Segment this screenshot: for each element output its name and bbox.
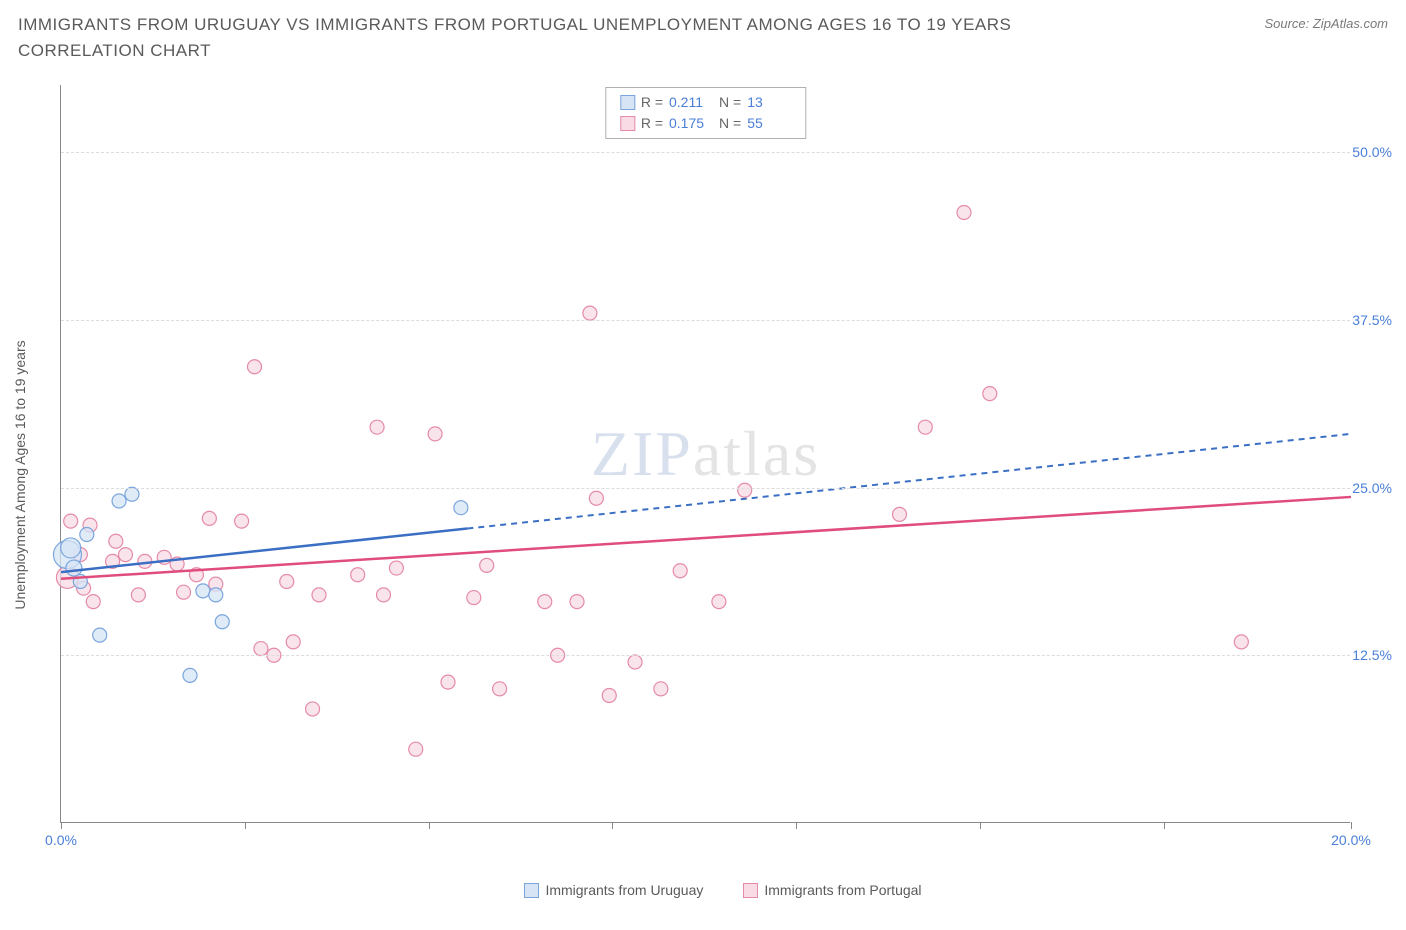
data-point — [93, 628, 107, 642]
data-point — [441, 675, 455, 689]
series-legend: Immigrants from Uruguay Immigrants from … — [58, 882, 1388, 898]
x-tick-label: 0.0% — [45, 832, 77, 848]
swatch-uruguay — [620, 95, 635, 110]
data-point — [64, 514, 78, 528]
data-point — [389, 561, 403, 575]
data-point — [377, 588, 391, 602]
chart-title: IMMIGRANTS FROM URUGUAY VS IMMIGRANTS FR… — [18, 12, 1138, 63]
data-point — [583, 306, 597, 320]
x-tick — [429, 822, 430, 829]
data-point — [215, 615, 229, 629]
x-tick — [61, 822, 62, 829]
data-point — [602, 689, 616, 703]
trend-line — [61, 497, 1351, 579]
x-tick — [245, 822, 246, 829]
y-tick-label: 25.0% — [1352, 480, 1392, 496]
data-point — [177, 585, 191, 599]
chart-area: Unemployment Among Ages 16 to 19 years Z… — [58, 80, 1388, 870]
y-tick-label: 12.5% — [1352, 647, 1392, 663]
n-value-portugal: 55 — [747, 113, 791, 134]
y-axis-label: Unemployment Among Ages 16 to 19 years — [12, 340, 28, 609]
data-point — [570, 595, 584, 609]
x-tick — [612, 822, 613, 829]
data-point — [248, 360, 262, 374]
plot-region: ZIPatlas R = 0.211 N = 13 R = 0.175 N = … — [60, 85, 1350, 823]
data-point — [196, 584, 210, 598]
data-point — [202, 511, 216, 525]
data-point — [235, 514, 249, 528]
y-tick-label: 50.0% — [1352, 144, 1392, 160]
r-label: R = — [641, 113, 663, 134]
stats-row-portugal: R = 0.175 N = 55 — [620, 113, 791, 134]
data-point — [66, 560, 82, 576]
data-point — [351, 568, 365, 582]
data-point — [957, 205, 971, 219]
r-value-portugal: 0.175 — [669, 113, 713, 134]
data-point — [493, 682, 507, 696]
data-point — [538, 595, 552, 609]
r-value-uruguay: 0.211 — [669, 92, 713, 113]
n-label: N = — [719, 92, 741, 113]
data-point — [738, 483, 752, 497]
legend-label-uruguay: Immigrants from Uruguay — [545, 882, 703, 898]
header: IMMIGRANTS FROM URUGUAY VS IMMIGRANTS FR… — [0, 0, 1406, 63]
data-point — [893, 507, 907, 521]
x-tick — [1164, 822, 1165, 829]
data-point — [183, 668, 197, 682]
data-point — [428, 427, 442, 441]
data-point — [712, 595, 726, 609]
stats-legend: R = 0.211 N = 13 R = 0.175 N = 55 — [605, 87, 806, 139]
data-point — [254, 642, 268, 656]
data-point — [983, 387, 997, 401]
data-point — [673, 564, 687, 578]
data-point — [112, 494, 126, 508]
data-point — [286, 635, 300, 649]
legend-label-portugal: Immigrants from Portugal — [764, 882, 921, 898]
gridline — [61, 488, 1350, 489]
gridline — [61, 320, 1350, 321]
swatch-uruguay — [524, 883, 539, 898]
data-point — [628, 655, 642, 669]
data-point — [480, 558, 494, 572]
data-point — [80, 528, 94, 542]
x-tick — [1351, 822, 1352, 829]
data-point — [109, 534, 123, 548]
data-point — [370, 420, 384, 434]
data-point — [280, 574, 294, 588]
data-point — [409, 742, 423, 756]
legend-item-portugal: Immigrants from Portugal — [743, 882, 921, 898]
n-label: N = — [719, 113, 741, 134]
data-point — [131, 588, 145, 602]
x-tick-label: 20.0% — [1331, 832, 1371, 848]
data-point — [654, 682, 668, 696]
data-point — [119, 548, 133, 562]
source-label: Source: ZipAtlas.com — [1264, 12, 1388, 31]
data-point — [454, 501, 468, 515]
data-point — [306, 702, 320, 716]
stats-row-uruguay: R = 0.211 N = 13 — [620, 92, 791, 113]
trend-line-dashed — [467, 434, 1351, 529]
swatch-portugal — [743, 883, 758, 898]
gridline — [61, 655, 1350, 656]
swatch-portugal — [620, 116, 635, 131]
n-value-uruguay: 13 — [747, 92, 791, 113]
data-point — [1234, 635, 1248, 649]
x-tick — [980, 822, 981, 829]
r-label: R = — [641, 92, 663, 113]
scatter-svg — [61, 85, 1350, 822]
data-point — [86, 595, 100, 609]
data-point — [312, 588, 326, 602]
data-point — [61, 538, 81, 558]
data-point — [209, 588, 223, 602]
data-point — [467, 591, 481, 605]
legend-item-uruguay: Immigrants from Uruguay — [524, 882, 703, 898]
data-point — [125, 487, 139, 501]
x-tick — [796, 822, 797, 829]
gridline — [61, 152, 1350, 153]
data-point — [589, 491, 603, 505]
y-tick-label: 37.5% — [1352, 312, 1392, 328]
data-point — [918, 420, 932, 434]
